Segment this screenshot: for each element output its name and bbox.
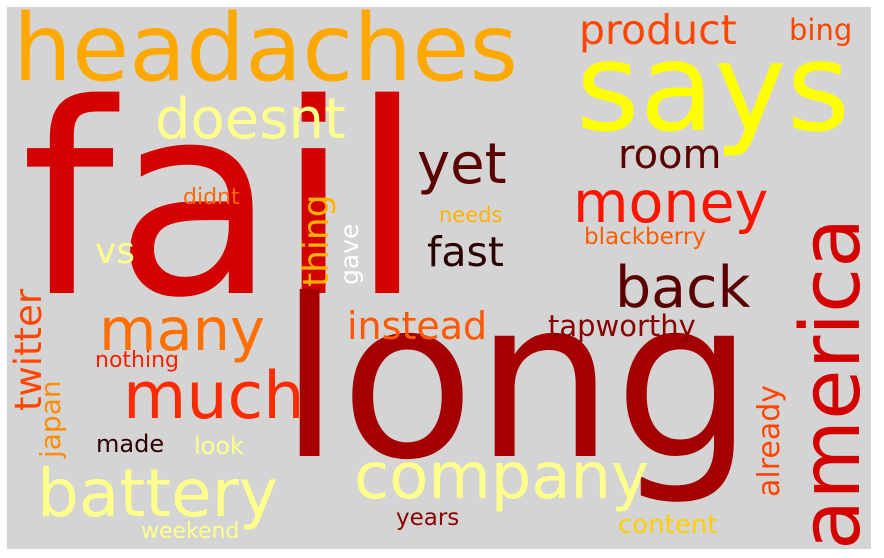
word-needs: needs [439, 203, 503, 227]
word-already: already [752, 384, 787, 497]
word-weekend: weekend [141, 519, 240, 544]
word-fast: fast [427, 228, 504, 276]
word-thing: thing [296, 194, 337, 287]
word-room: room [618, 132, 722, 178]
word-doesnt: doesnt [155, 87, 346, 152]
word-years: years [396, 505, 460, 531]
word-didnt: didnt [183, 185, 240, 210]
word-tapworthy: tapworthy [548, 309, 696, 343]
word-product: product [579, 7, 737, 54]
word-america: america [784, 217, 871, 549]
word-gave: gave [335, 223, 364, 285]
word-blackberry: blackberry [584, 224, 706, 250]
word-nothing: nothing [95, 348, 179, 373]
word-many: many [99, 295, 265, 364]
word-look: look [194, 432, 244, 460]
word-says: says [576, 17, 851, 159]
word-bing: bing [789, 13, 853, 47]
word-company: company [354, 440, 649, 514]
word-back: back [615, 255, 751, 321]
word-made: made [96, 430, 165, 458]
word-much: much [123, 359, 305, 434]
word-money: money [573, 170, 769, 236]
word-battery: battery [37, 455, 278, 532]
word-fail: fail [21, 48, 424, 356]
word-instead: instead [347, 304, 488, 348]
word-yet: yet [417, 132, 507, 197]
word-cloud: fail long headaches says america battery… [7, 7, 871, 549]
word-vs: vs [95, 231, 136, 272]
word-headaches: headaches [13, 7, 518, 102]
word-content: content [618, 510, 718, 540]
word-long: long [279, 252, 754, 508]
word-japan: japan [34, 380, 67, 458]
